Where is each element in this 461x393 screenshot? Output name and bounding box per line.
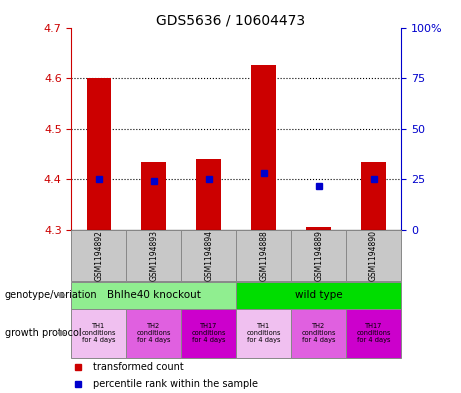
Text: percentile rank within the sample: percentile rank within the sample [93,379,258,389]
Bar [71,230,126,281]
Bar [236,230,291,281]
Bar [361,162,386,230]
Text: GSM1194888: GSM1194888 [259,230,268,281]
Text: GSM1194890: GSM1194890 [369,230,378,281]
Text: TH2
conditions
for 4 days: TH2 conditions for 4 days [301,323,336,343]
Text: TH1
conditions
for 4 days: TH1 conditions for 4 days [82,323,116,343]
Bar [71,309,126,358]
Text: GSM1194889: GSM1194889 [314,230,323,281]
Text: GSM1194892: GSM1194892 [95,230,103,281]
Text: TH17
conditions
for 4 days: TH17 conditions for 4 days [191,323,226,343]
Text: GSM1194893: GSM1194893 [149,230,159,281]
Bar [126,230,181,281]
Bar [87,77,111,230]
Bar [236,309,291,358]
Text: TH17
conditions
for 4 days: TH17 conditions for 4 days [356,323,391,343]
Bar [142,162,166,230]
Bar [291,230,346,281]
Bar [346,230,401,281]
Bar [181,309,236,358]
Bar [126,309,181,358]
Bar [196,158,221,230]
Text: growth protocol: growth protocol [5,328,81,338]
Text: Bhlhe40 knockout: Bhlhe40 knockout [107,290,201,300]
Bar [306,228,331,230]
Text: transformed count: transformed count [93,362,183,372]
Text: genotype/variation: genotype/variation [5,290,97,300]
Bar [236,282,401,309]
Text: TH2
conditions
for 4 days: TH2 conditions for 4 days [136,323,171,343]
Text: TH1
conditions
for 4 days: TH1 conditions for 4 days [247,323,281,343]
Bar [181,230,236,281]
Bar [291,309,346,358]
Text: wild type: wild type [295,290,343,300]
Text: GSM1194894: GSM1194894 [204,230,213,281]
Bar [251,66,276,230]
Text: GDS5636 / 10604473: GDS5636 / 10604473 [156,14,305,28]
Bar [71,282,236,309]
Bar [346,309,401,358]
